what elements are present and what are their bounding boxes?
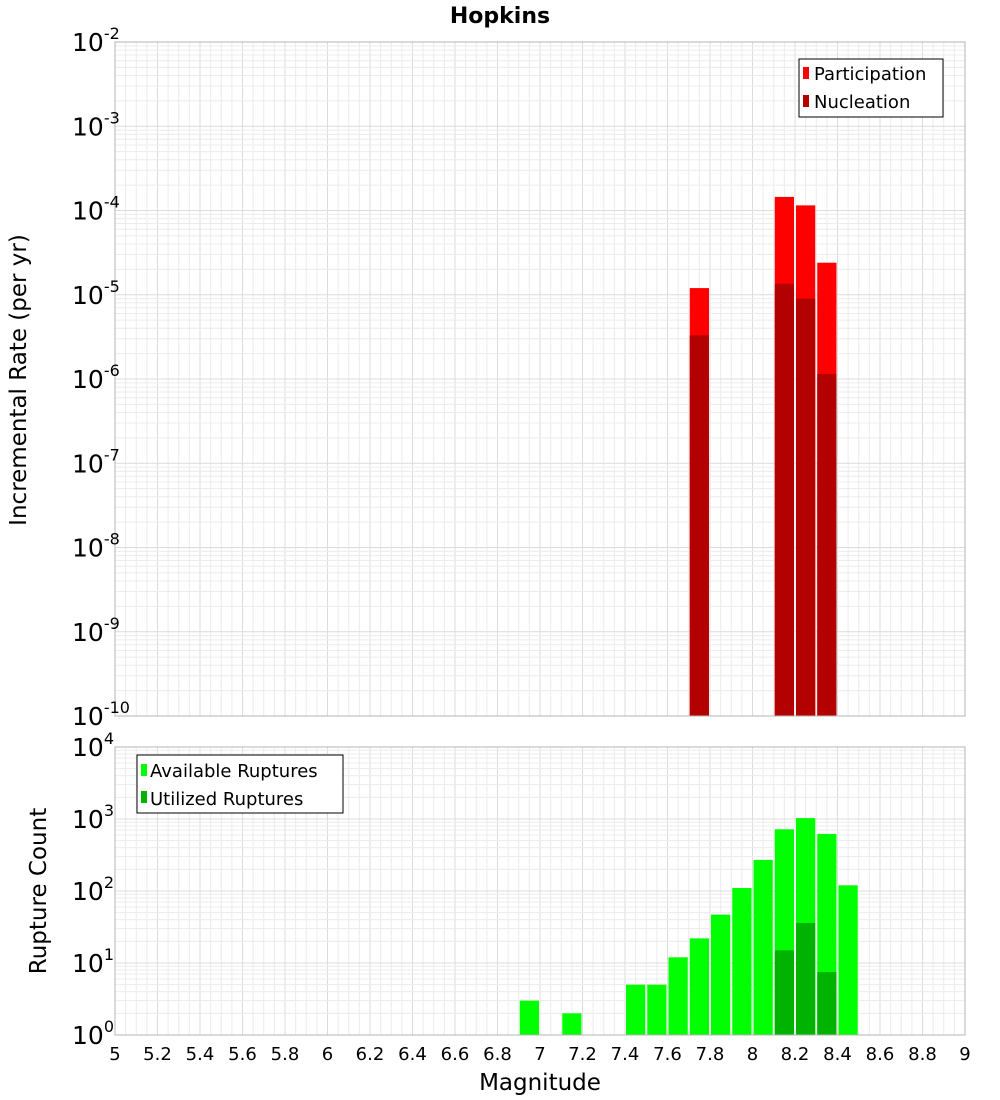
x-tick-label: 7.2 [568, 1044, 597, 1065]
utilized-legend-label: Utilized Ruptures [150, 789, 303, 810]
available-legend-label: Available Ruptures [150, 761, 318, 782]
nucleation-legend-swatch [803, 95, 809, 107]
x-tick-label: 5.6 [228, 1044, 257, 1065]
count-y-tick-label: 101 [72, 945, 114, 978]
rate-y-tick-label: 10-7 [72, 445, 120, 478]
x-tick-label: 6.4 [398, 1044, 427, 1065]
count-y-tick-label: 102 [72, 873, 114, 906]
count-legend: Available Ruptures Utilized Ruptures [136, 754, 344, 814]
rate-y-tick-label: 10-6 [72, 361, 120, 394]
count-bar-available-ruptures [519, 1000, 539, 1035]
x-tick-label: 8.8 [908, 1044, 937, 1065]
count-bar-utilized-ruptures [774, 950, 794, 1035]
rate-y-tick-label: 10-10 [72, 698, 130, 731]
x-tick-label: 8.6 [866, 1044, 895, 1065]
rate-y-axis-label: Incremental Rate (per yr) [6, 234, 32, 526]
count-y-axis-label: Rupture Count [26, 808, 52, 974]
x-tick-label: 7.8 [696, 1044, 725, 1065]
x-tick-label: 9 [959, 1044, 970, 1065]
count-bars [519, 818, 858, 1035]
x-tick-label: 8.4 [823, 1044, 852, 1065]
count-bar-available-ruptures [753, 859, 773, 1035]
x-tick-label: 6.6 [441, 1044, 470, 1065]
count-bar-available-ruptures [732, 888, 752, 1035]
x-tick-label: 7.4 [611, 1044, 640, 1065]
x-tick-label: 5.4 [186, 1044, 215, 1065]
x-tick-label: 5.8 [271, 1044, 300, 1065]
x-tick-label: 5 [109, 1044, 120, 1065]
count-bar-available-ruptures [711, 914, 731, 1035]
chart-title: Hopkins [450, 4, 550, 29]
count-bar-available-ruptures [562, 1013, 582, 1035]
rate-y-tick-label: 10-9 [72, 614, 120, 647]
rate-legend-box [798, 58, 944, 118]
x-tick-label: 8 [747, 1044, 758, 1065]
x-tick-label: 7.6 [653, 1044, 682, 1065]
rate-y-tick-label: 10-4 [72, 193, 120, 226]
count-bar-available-ruptures [668, 957, 688, 1035]
rate-legend: Participation Nucleation [798, 58, 944, 118]
count-bar-available-ruptures [626, 984, 646, 1035]
count-legend-box [136, 754, 344, 814]
x-tick-label: 7 [534, 1044, 545, 1065]
count-y-ticks: 100 101 102 103 104 [72, 729, 114, 1050]
nucleation-legend-label: Nucleation [814, 92, 910, 113]
x-tick-label: 6.2 [356, 1044, 385, 1065]
available-legend-swatch [141, 764, 147, 776]
count-bar-utilized-ruptures [796, 922, 816, 1035]
rate-y-tick-label: 10-3 [72, 108, 120, 141]
rate-y-tick-label: 10-2 [72, 24, 120, 57]
x-tick-label: 6.8 [483, 1044, 512, 1065]
rate-panel: 10-10 10-9 10-8 10-7 10-6 10-5 10-4 10-3 10-2 In… [6, 24, 966, 731]
rate-bar-nucleation [689, 335, 709, 716]
count-panel: 100 101 102 103 104 Rupture Count Available … [26, 729, 966, 1050]
count-y-tick-label: 104 [72, 729, 114, 762]
participation-legend-swatch [803, 67, 809, 79]
count-plot-frame [114, 746, 966, 1036]
rate-bar-nucleation [796, 298, 816, 716]
rate-bars [689, 196, 837, 717]
utilized-legend-swatch [141, 791, 147, 803]
rate-bar-nucleation [817, 373, 837, 716]
rate-y-ticks: 10-10 10-9 10-8 10-7 10-6 10-5 10-4 10-3 10-2 [72, 24, 130, 731]
count-y-tick-label: 103 [72, 801, 114, 834]
participation-legend-label: Participation [814, 64, 926, 85]
count-bar-utilized-ruptures [817, 971, 837, 1035]
rate-bar-nucleation [774, 283, 794, 716]
x-axis-label: Magnitude [479, 1070, 601, 1096]
x-tick-label: 8.2 [781, 1044, 810, 1065]
rate-grid [114, 42, 966, 717]
x-tick-label: 5.2 [143, 1044, 172, 1065]
rate-y-tick-label: 10-5 [72, 277, 120, 310]
count-y-tick-label: 100 [72, 1017, 114, 1050]
count-bar-available-ruptures [647, 984, 667, 1035]
rate-plot-frame [114, 41, 966, 717]
rate-y-tick-label: 10-8 [72, 530, 120, 563]
count-bar-available-ruptures [689, 938, 709, 1035]
magnitude-x-ticks: 5 5.2 5.4 5.6 5.8 6 6.2 6.4 6.6 6.8 7 7.2 7.4 7.6 7.8 8… [109, 1044, 970, 1065]
count-bar-available-ruptures [838, 885, 858, 1035]
x-tick-label: 6 [322, 1044, 333, 1065]
